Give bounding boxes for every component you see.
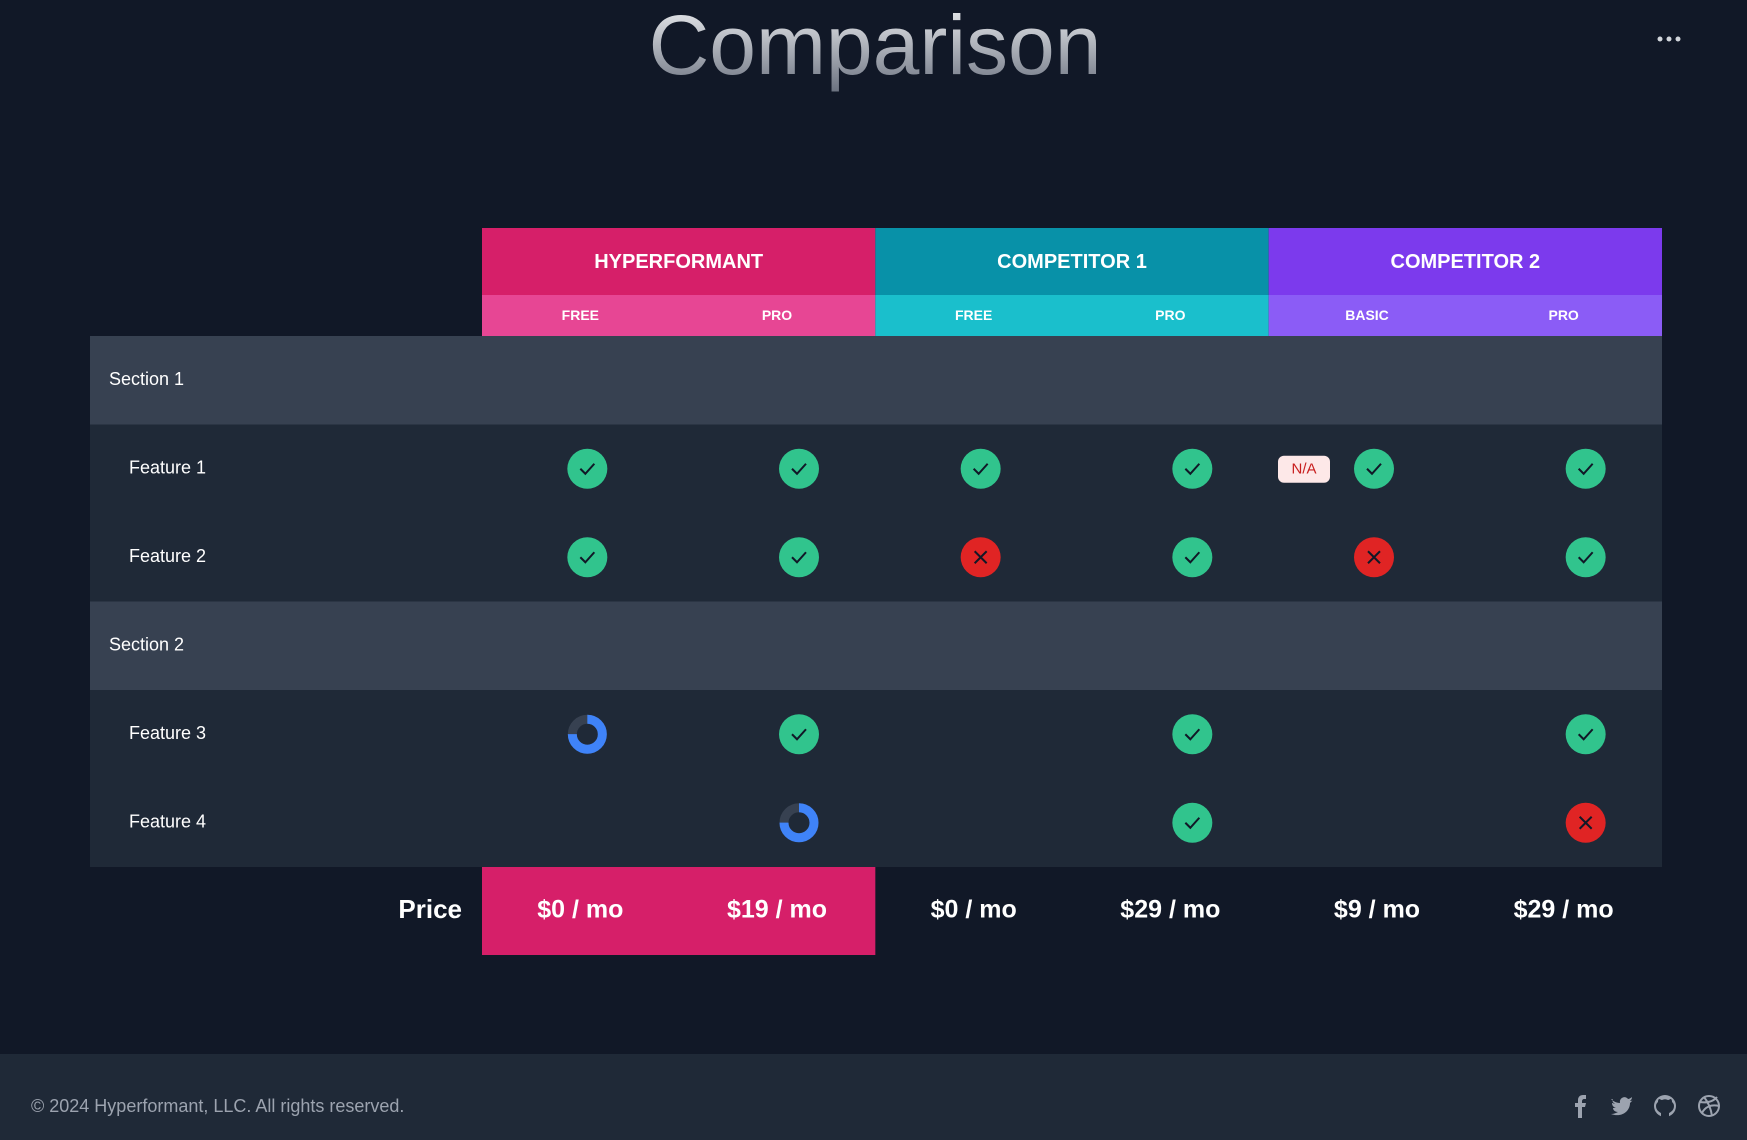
price: $19 / mo [727,896,827,924]
check-icon [1172,537,1213,578]
check-mark [1184,728,1201,741]
check-icon [1565,537,1606,578]
check-mark [1184,463,1201,476]
social-links [1575,1095,1720,1118]
price: $0 / mo [537,896,623,924]
badge [1278,455,1330,483]
check-icon [567,537,608,578]
plan-header [1268,295,1662,336]
group-header [482,228,876,295]
check-mark [791,551,807,564]
partial-progress [567,714,607,754]
section-name: Section 1 [109,369,184,389]
feature-row [90,690,1662,779]
section-name: Section 2 [109,635,184,655]
cross-mark [1578,816,1593,830]
check-icon [1565,448,1606,489]
menu-dot[interactable] [1666,36,1672,42]
plan-header [875,295,1269,336]
github-link[interactable] [1654,1095,1676,1117]
footer [0,1054,1747,1140]
group-name: COMPETITOR 2 [1391,251,1541,273]
check-icon [1172,448,1213,489]
plan-header [482,295,876,336]
section-row [90,601,1662,690]
group-name: COMPETITOR 1 [997,251,1147,273]
dribbble-link[interactable] [1698,1095,1720,1117]
check-mark [1577,551,1594,564]
check-mark [579,551,596,564]
badge-text: N/A [1291,461,1316,478]
check-mark [791,728,807,741]
plan-name: BASIC [1345,307,1389,323]
plan-name: PRO [762,307,792,323]
cross-mark [973,550,988,564]
check-icon [567,448,608,489]
github-cat[interactable] [1656,1099,1674,1117]
price-highlight [482,867,876,955]
check-icon [960,448,1001,489]
twitter-link[interactable] [1611,1097,1633,1116]
check-icon [779,714,819,755]
price: $29 / mo [1120,896,1220,924]
price: $29 / mo [1514,896,1614,924]
section-row [90,336,1662,425]
plan-name: PRO [1548,307,1578,323]
facebook-link[interactable] [1575,1095,1586,1118]
dribbble-lines[interactable] [1699,1096,1720,1117]
partial-progress [779,803,819,843]
feature-name: Feature 1 [129,458,206,478]
plan-name: FREE [562,307,599,323]
check-icon [1354,448,1394,489]
price: $0 / mo [931,896,1017,924]
check-icon [1172,714,1213,755]
check-mark [1184,551,1201,564]
price-label: Price [398,894,462,924]
feature-row [90,513,1662,602]
check-icon [1172,802,1213,843]
page-title: Comparison [649,0,1102,92]
check-mark [1184,817,1201,830]
check-mark [1577,463,1594,476]
feature-name: Feature 4 [129,812,206,832]
check-icon [779,537,819,578]
price: $9 / mo [1334,896,1420,924]
plan-name: PRO [1155,307,1185,323]
check-mark [791,463,807,476]
plan-name: FREE [955,307,992,323]
check-icon [1565,714,1606,755]
check-mark [579,463,596,476]
feature-name: Feature 2 [129,546,206,566]
group-name: HYPERFORMANT [594,251,763,273]
menu-button[interactable] [1657,36,1681,42]
menu-dot[interactable] [1657,36,1663,42]
feature-name: Feature 3 [129,723,206,743]
group-header [875,228,1269,295]
cross-mark [1367,550,1381,564]
check-icon [779,448,819,489]
comparison-table: HYPERFORMANT FREE PRO COMPETITOR 1 FREE PRO CO… [90,228,1662,955]
check-mark [1577,728,1594,741]
check-mark [972,463,989,476]
menu-dot[interactable] [1675,36,1681,42]
feature-row [90,424,1662,513]
check-mark [1366,463,1382,476]
feature-row [90,778,1662,867]
group-header [1268,228,1662,295]
copyright: © 2024 Hyperformant, LLC. All rights res… [31,1096,404,1116]
